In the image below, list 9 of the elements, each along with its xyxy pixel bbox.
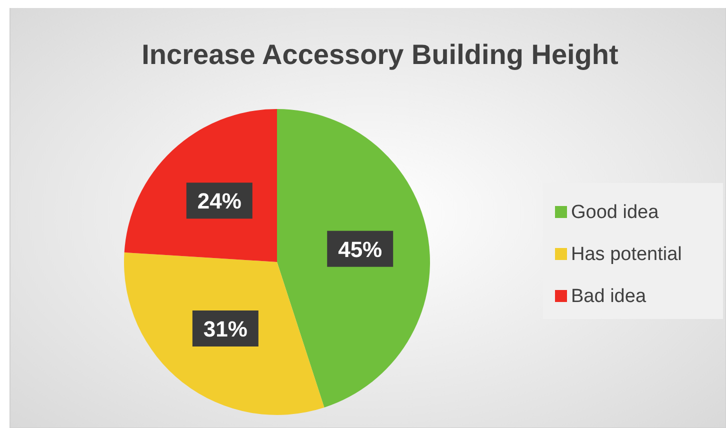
data-label: 31%: [203, 316, 248, 342]
legend-label: Bad idea: [571, 286, 646, 307]
chart-title: Increase Accessory Building Height: [142, 39, 618, 70]
data-label: 45%: [338, 236, 382, 262]
legend-label: Good idea: [571, 202, 660, 223]
pie-slice: [124, 252, 324, 415]
pie-slice: [277, 109, 430, 408]
legend-label: Has potential: [571, 244, 682, 265]
data-label: 24%: [197, 188, 242, 214]
